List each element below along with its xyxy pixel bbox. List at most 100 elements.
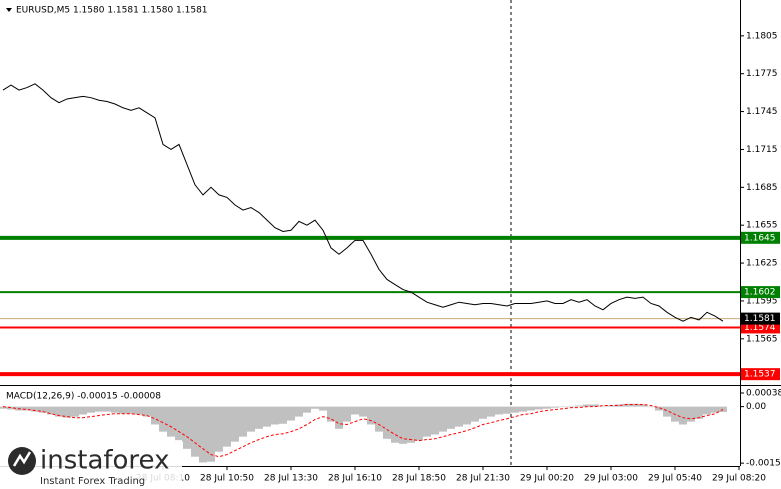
x-tick-label: 28 Jul 16:10 — [328, 474, 382, 484]
macd-bar — [63, 406, 71, 418]
macd-bar — [0, 406, 7, 409]
macd-bar — [263, 406, 271, 427]
level-label-box — [741, 231, 780, 244]
macd-bar — [583, 404, 591, 407]
last-price-label: 1.1581 — [744, 314, 776, 324]
macd-bar — [151, 406, 159, 425]
macd-bar — [519, 406, 527, 412]
macd-bar — [479, 406, 487, 419]
level-label: 1.1574 — [744, 323, 776, 333]
macd-title: MACD(12,26,9) -0.00015 -0.00008 — [6, 392, 161, 402]
price-line — [2, 83, 724, 322]
macd-bar — [359, 406, 367, 417]
x-tick-label: 29 Jul 08:20 — [712, 474, 766, 484]
macd-bar — [679, 406, 687, 425]
macd-bar — [631, 403, 639, 407]
watermark-brand: instaforex — [40, 446, 169, 476]
macd-bar — [103, 406, 111, 412]
macd-bar — [111, 406, 119, 413]
y-tick-label: 1.1625 — [746, 259, 778, 269]
macd-bar — [567, 406, 575, 408]
macd-bar — [55, 406, 63, 417]
y-tick-label: 0.00038 — [746, 389, 781, 399]
macd-bar — [215, 406, 223, 452]
macd-bar — [415, 406, 423, 441]
macd-bar — [591, 404, 599, 407]
macd-bar — [487, 406, 495, 417]
macd-bar — [407, 406, 415, 443]
macd-bar — [695, 406, 703, 419]
macd-bar — [127, 406, 135, 414]
macd-bar — [255, 406, 263, 429]
level-label-box — [741, 368, 780, 381]
macd-bar — [7, 406, 15, 410]
macd-bar — [575, 405, 583, 407]
macd-bar — [455, 406, 463, 427]
x-tick-label: 28 Jul 10:50 — [200, 474, 254, 484]
macd-bar — [303, 406, 311, 413]
macd-bar — [135, 406, 143, 415]
macd-bar — [223, 406, 231, 447]
y-tick-label: 0.00 — [746, 402, 766, 412]
y-tick-label: 1.1775 — [746, 69, 778, 79]
macd-bar — [23, 406, 31, 411]
macd-bar — [95, 406, 103, 412]
macd-bar — [191, 406, 199, 457]
macd-bar — [399, 406, 407, 444]
x-tick-label: 28 Jul 18:50 — [392, 474, 446, 484]
macd-bar — [535, 406, 543, 410]
y-tick-label: 1.1565 — [746, 334, 778, 344]
macd-bar — [87, 406, 95, 413]
macd-bar — [311, 406, 319, 409]
x-tick-label: 28 Jul 21:30 — [456, 474, 510, 484]
macd-bar — [663, 406, 671, 417]
macd-bar — [559, 406, 567, 408]
macd-bar — [495, 406, 503, 415]
level-label: 1.1537 — [744, 370, 776, 380]
x-tick-label: 29 Jul 03:00 — [584, 474, 638, 484]
last-price-box — [741, 312, 780, 325]
macd-bar — [615, 404, 623, 407]
plot: 1.1805 1.1775 1.1745 1.1715 1.1685 1.1655 1.16… — [0, 31, 781, 484]
macd-bar — [687, 406, 695, 422]
chart-title: EURUSD,M5 1.1580 1.1581 1.1580 1.1581 — [16, 6, 208, 16]
macd-bar — [231, 406, 239, 442]
y-tick-label: 1.1595 — [746, 296, 778, 306]
macd-bar — [423, 406, 431, 437]
macd-bar — [159, 406, 167, 432]
macd-bar — [239, 406, 247, 437]
level-label-box — [741, 286, 780, 299]
level-label: 1.1645 — [744, 233, 776, 243]
macd-bar — [287, 406, 295, 421]
x-tick-label: 28 Jul 13:30 — [264, 474, 318, 484]
y-tick-label: 1.1715 — [746, 145, 778, 155]
macd-bar — [343, 406, 351, 422]
macd-bar — [703, 406, 711, 415]
macd-bar — [351, 406, 359, 415]
macd-bar — [271, 406, 279, 425]
macd-bar — [335, 406, 343, 429]
macd-bar — [431, 406, 439, 435]
x-tick-label: 29 Jul 05:40 — [648, 474, 702, 484]
macd-bar — [175, 406, 183, 442]
macd-bar — [71, 406, 79, 417]
signal-line — [2, 403, 724, 458]
macd-bar — [247, 406, 255, 432]
y-tick-label: 1.1655 — [746, 221, 778, 231]
macd-bar — [79, 406, 87, 415]
macd-bar — [167, 406, 175, 437]
macd-bar — [391, 406, 399, 443]
macd-bar — [719, 406, 727, 412]
macd-bar — [471, 406, 479, 422]
macd-bar — [327, 406, 335, 422]
macd-bar — [119, 406, 127, 414]
macd-bar — [375, 406, 383, 432]
macd-bar — [207, 406, 215, 462]
y-tick-label: 1.1805 — [746, 31, 778, 41]
macd-bar — [463, 406, 471, 425]
level-label: 1.1602 — [744, 288, 776, 298]
macd-bar — [39, 406, 47, 413]
macd-bar — [623, 403, 631, 407]
macd-bar — [543, 406, 551, 409]
macd-bar — [647, 406, 655, 408]
